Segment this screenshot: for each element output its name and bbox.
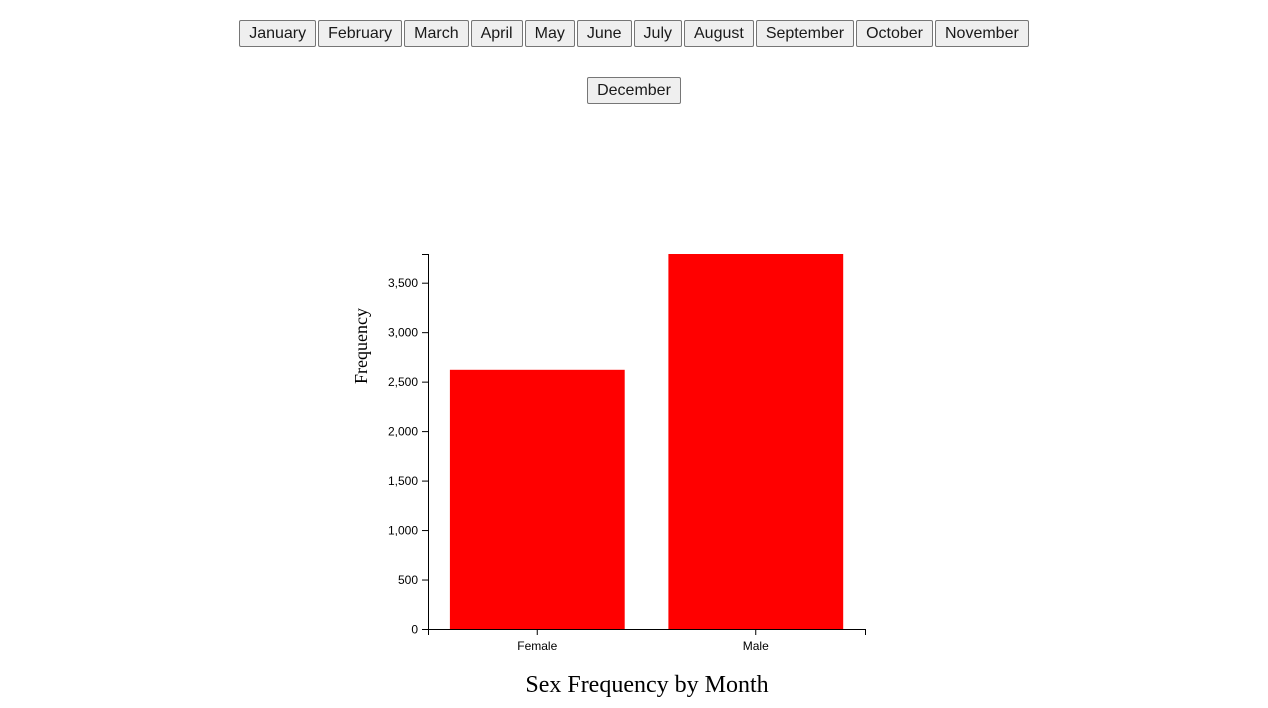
y-tick-label-2000: 2,000	[388, 425, 418, 439]
chart-title: Sex Frequency by Month	[525, 672, 768, 698]
y-tick-label-3000: 3,000	[388, 326, 418, 340]
x-axis: Female Male	[428, 629, 866, 653]
month-button-september[interactable]: September	[755, 19, 855, 47]
month-button-october[interactable]: October	[856, 19, 933, 47]
x-tick-label-female: Female	[517, 639, 557, 653]
month-button-may[interactable]: May	[524, 19, 575, 47]
x-tick-label-male: Male	[743, 639, 769, 653]
month-button-december[interactable]: December	[587, 77, 681, 104]
y-tick-label-1500: 1,500	[388, 474, 418, 488]
month-button-january[interactable]: January	[239, 19, 317, 47]
y-axis-line	[422, 254, 429, 630]
month-button-august[interactable]: August	[684, 19, 754, 47]
month-button-february[interactable]: February	[318, 19, 403, 47]
y-axis-title: Frequency	[351, 308, 371, 384]
y-axis: 0 500 1,000 1,500 2,000 2,500 3,000 3,500	[388, 254, 429, 637]
month-button-row-2: December	[0, 77, 1268, 104]
month-button-april[interactable]: April	[470, 19, 523, 47]
month-button-bar: January February March April May June Ju…	[0, 0, 1268, 67]
y-tick-label-500: 500	[398, 573, 418, 587]
month-button-june[interactable]: June	[576, 19, 632, 47]
x-axis-line	[428, 629, 866, 635]
y-tick-label-3500: 3,500	[388, 276, 418, 290]
y-tick-label-2500: 2,500	[388, 375, 418, 389]
bars-group	[449, 254, 844, 629]
month-button-march[interactable]: March	[404, 19, 469, 47]
bar-male	[668, 254, 844, 629]
y-tick-label-1000: 1,000	[388, 524, 418, 538]
y-tick-label-0: 0	[411, 623, 418, 637]
bar-female	[449, 369, 625, 629]
month-button-november[interactable]: November	[935, 19, 1029, 47]
month-button-july[interactable]: July	[633, 19, 682, 47]
